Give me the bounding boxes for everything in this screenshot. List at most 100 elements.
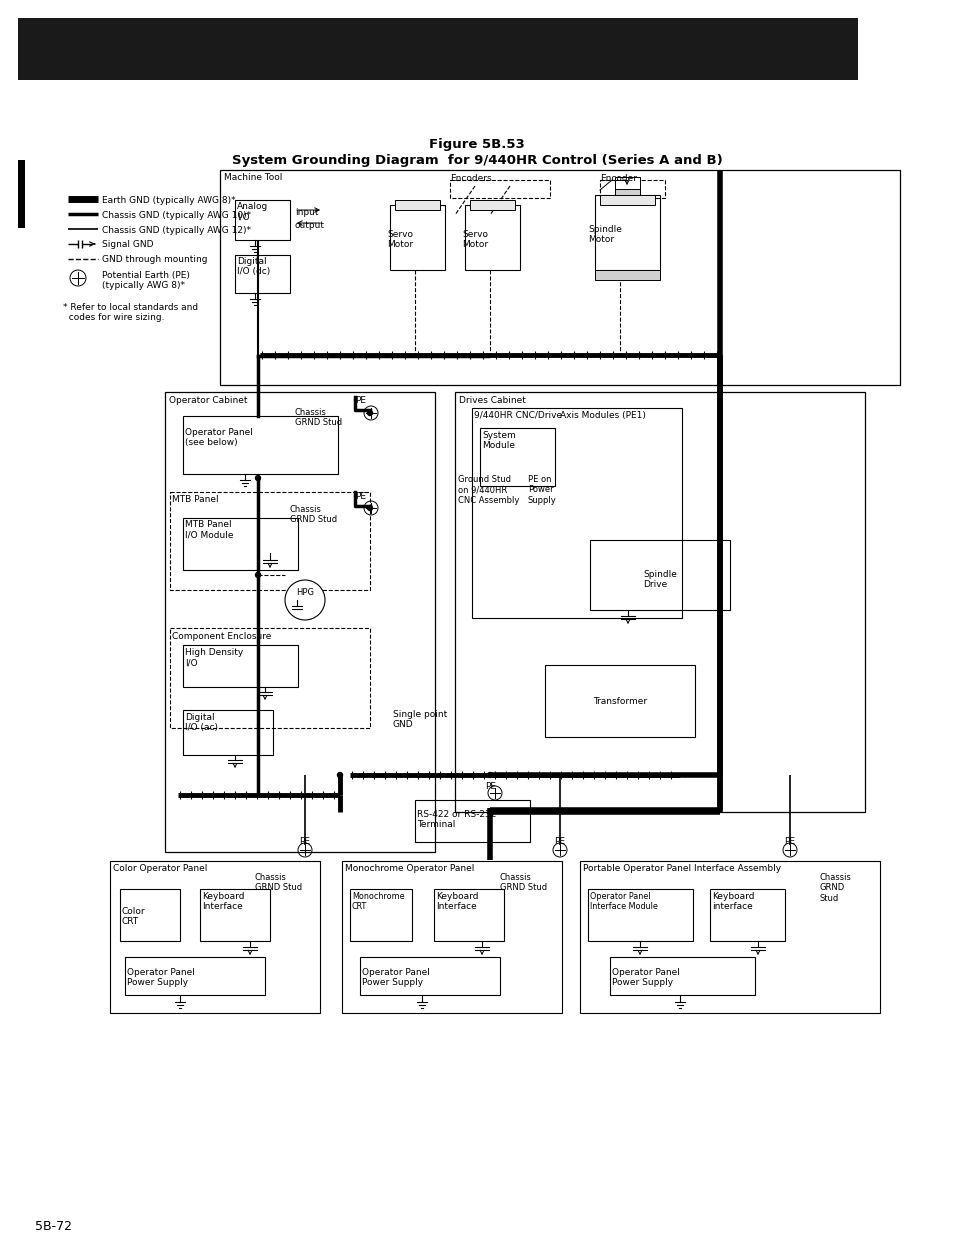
Text: Color Operator Panel: Color Operator Panel <box>112 864 207 873</box>
Bar <box>709 889 784 941</box>
Text: Chassis GND (typically AWG 10)*: Chassis GND (typically AWG 10)* <box>102 211 251 220</box>
Bar <box>587 889 692 941</box>
Text: Operator Cabinet: Operator Cabinet <box>169 396 247 405</box>
Bar <box>615 177 639 189</box>
Text: Encoder: Encoder <box>599 174 637 183</box>
Polygon shape <box>470 200 515 210</box>
Text: PE: PE <box>783 837 795 846</box>
Text: Operator Panel
Power Supply: Operator Panel Power Supply <box>612 968 679 988</box>
Text: Monochrome
CRT: Monochrome CRT <box>352 892 404 911</box>
Bar <box>220 170 899 385</box>
Polygon shape <box>599 195 655 205</box>
Text: Drives Cabinet: Drives Cabinet <box>458 396 525 405</box>
Text: PE: PE <box>554 837 565 846</box>
Text: Transformer: Transformer <box>593 697 646 706</box>
Text: Digital
I/O (ac): Digital I/O (ac) <box>185 713 218 732</box>
Polygon shape <box>395 200 439 210</box>
Bar <box>464 205 519 270</box>
Text: Operator Panel
(see below): Operator Panel (see below) <box>185 429 253 447</box>
Bar <box>18 19 857 80</box>
Bar <box>183 517 297 571</box>
Text: 9/440HR CNC/Drive System: 9/440HR CNC/Drive System <box>28 43 201 56</box>
Bar <box>599 180 664 198</box>
Bar <box>110 861 319 1013</box>
Bar <box>615 188 639 200</box>
Text: Signal GND: Signal GND <box>102 240 153 249</box>
Text: Encoders: Encoders <box>450 174 491 183</box>
Text: Color
CRT: Color CRT <box>122 906 146 926</box>
Bar <box>183 645 297 687</box>
Text: PE: PE <box>484 782 496 790</box>
Bar <box>18 161 25 228</box>
Text: Chassis GND (typically AWG 12)*: Chassis GND (typically AWG 12)* <box>102 226 251 235</box>
Text: GND through mounting: GND through mounting <box>102 254 208 264</box>
Text: RS-422 or RS-232
Terminal: RS-422 or RS-232 Terminal <box>416 810 496 830</box>
Bar <box>125 957 265 995</box>
Circle shape <box>285 580 325 620</box>
Circle shape <box>367 410 372 415</box>
Bar <box>579 861 879 1013</box>
Bar <box>234 254 290 293</box>
Bar <box>120 889 180 941</box>
Bar <box>234 200 290 240</box>
Text: * Refer to local standards and
  codes for wire sizing.: * Refer to local standards and codes for… <box>63 303 198 322</box>
Text: Component Enclosure: Component Enclosure <box>172 632 271 641</box>
Text: Monochrome Operator Panel: Monochrome Operator Panel <box>345 864 474 873</box>
Text: Section 5B: Section 5B <box>28 26 112 40</box>
Text: Operator Panel
Power Supply: Operator Panel Power Supply <box>361 968 430 988</box>
Bar <box>183 416 337 474</box>
Bar <box>479 429 555 487</box>
Text: 5B-72: 5B-72 <box>35 1220 71 1233</box>
Bar <box>544 664 695 737</box>
Bar <box>589 540 729 610</box>
Text: Analog
I/O: Analog I/O <box>236 203 268 221</box>
Text: Portable Operator Panel Interface Assembly: Portable Operator Panel Interface Assemb… <box>582 864 781 873</box>
Bar <box>359 957 499 995</box>
Text: Servo
Motor: Servo Motor <box>461 230 488 249</box>
Bar <box>183 710 273 755</box>
Circle shape <box>255 475 260 480</box>
Bar <box>455 391 864 811</box>
Text: Chassis
GRND Stud: Chassis GRND Stud <box>499 873 547 893</box>
Bar <box>200 889 270 941</box>
Bar <box>350 889 412 941</box>
Text: Operator Panel
Interface Module: Operator Panel Interface Module <box>589 892 658 911</box>
Text: Ground Stud
on 9/440HR
CNC Assembly: Ground Stud on 9/440HR CNC Assembly <box>457 475 518 505</box>
Circle shape <box>337 773 342 778</box>
Bar <box>609 957 754 995</box>
Circle shape <box>367 505 372 510</box>
Text: Servo
Motor: Servo Motor <box>387 230 413 249</box>
Bar <box>170 492 370 590</box>
Text: MTB Panel: MTB Panel <box>172 495 218 504</box>
Text: Keyboard
interface: Keyboard interface <box>711 892 754 911</box>
Text: System
Module: System Module <box>481 431 516 451</box>
Text: Digital
I/O (dc): Digital I/O (dc) <box>236 257 270 277</box>
Text: Chassis
GRND
Stud: Chassis GRND Stud <box>820 873 851 903</box>
Text: Figure 5B.53: Figure 5B.53 <box>429 138 524 151</box>
Bar <box>165 391 435 852</box>
Text: Spindle
Motor: Spindle Motor <box>587 225 621 245</box>
Text: output: output <box>294 221 325 230</box>
Text: Keyboard
Interface: Keyboard Interface <box>436 892 478 911</box>
Text: Axis Modules (PE1): Axis Modules (PE1) <box>559 411 645 420</box>
Text: MTB Panel
I/O Module: MTB Panel I/O Module <box>185 520 233 540</box>
Text: High Density
I/O: High Density I/O <box>185 648 243 667</box>
Circle shape <box>255 573 260 578</box>
Text: Operator Panel
Power Supply: Operator Panel Power Supply <box>127 968 194 988</box>
Bar <box>170 629 370 727</box>
Text: Keyboard
Interface: Keyboard Interface <box>202 892 244 911</box>
Bar <box>434 889 503 941</box>
Text: PE: PE <box>299 837 310 846</box>
Text: Single point
GND: Single point GND <box>393 710 447 730</box>
Text: 9/440HR CNC/Drive: 9/440HR CNC/Drive <box>474 411 561 420</box>
Circle shape <box>487 773 492 778</box>
Polygon shape <box>595 270 659 280</box>
Bar <box>415 800 530 842</box>
Text: Machine Tool: Machine Tool <box>224 173 282 182</box>
Text: HPG: HPG <box>295 588 314 597</box>
Text: System Grounding Diagram  for 9/440HR Control (Series A and B): System Grounding Diagram for 9/440HR Con… <box>232 154 721 167</box>
Bar <box>450 180 550 198</box>
Text: Chassis
GRND Stud: Chassis GRND Stud <box>254 873 302 893</box>
Text: Earth GND (typically AWG 8)*: Earth GND (typically AWG 8)* <box>102 196 235 205</box>
Bar <box>390 205 444 270</box>
